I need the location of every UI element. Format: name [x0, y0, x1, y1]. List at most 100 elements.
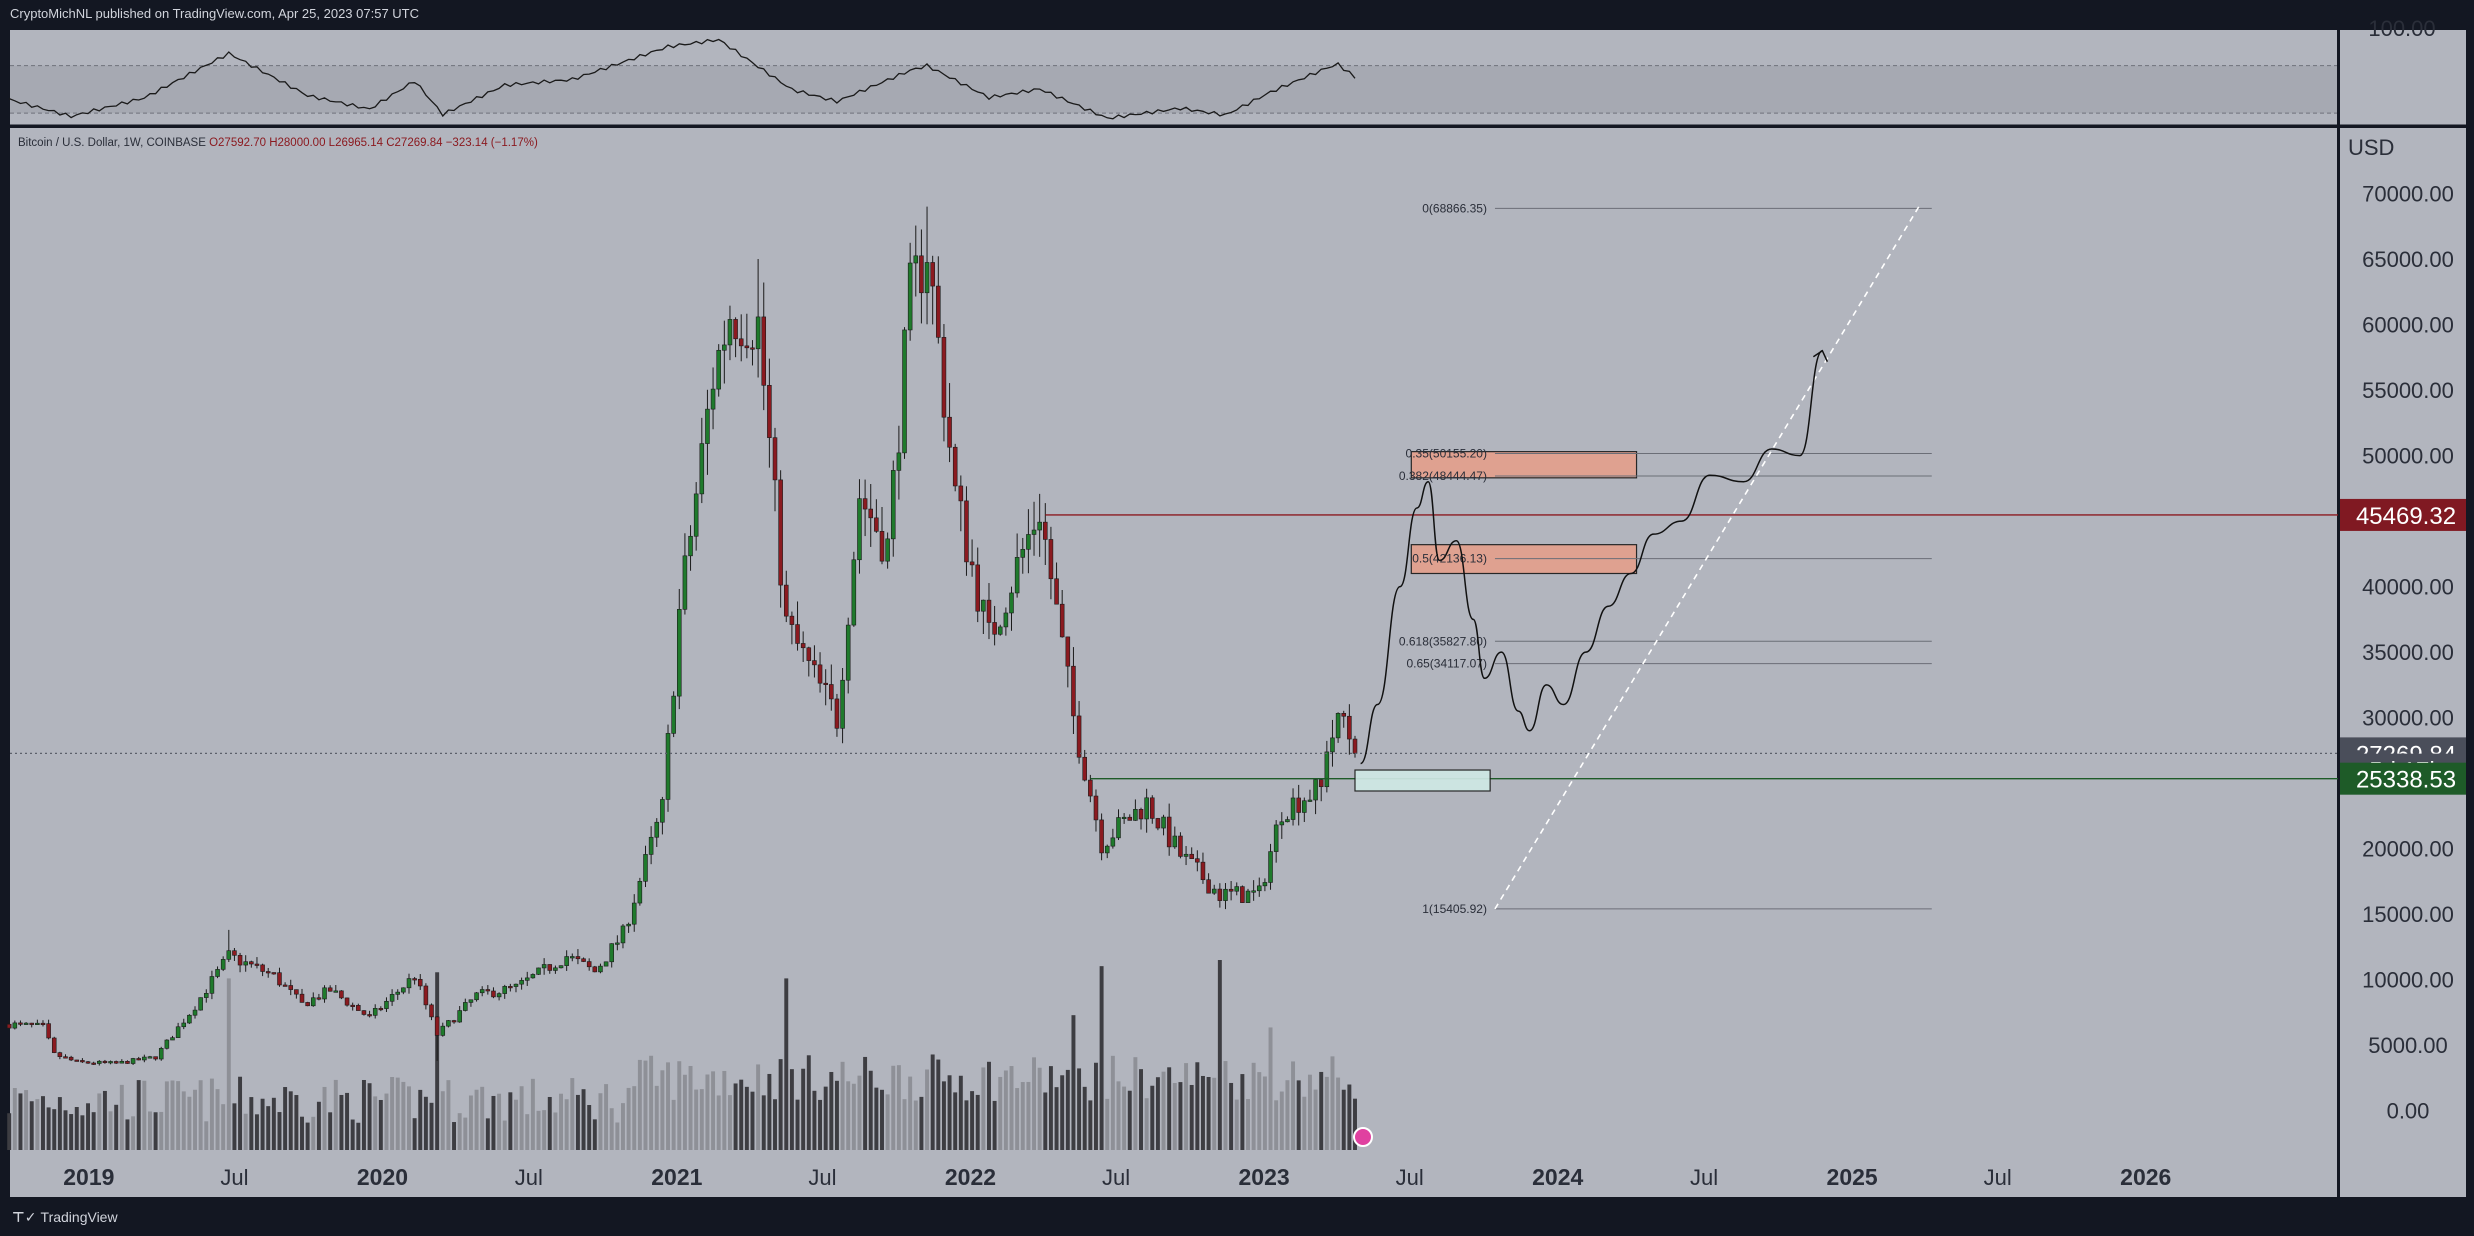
volume-bar [18, 1093, 23, 1150]
x-tick-label: 2019 [63, 1164, 114, 1190]
candle [1189, 853, 1194, 859]
candle [35, 1022, 40, 1025]
candle [1183, 853, 1189, 857]
volume-bar [671, 1099, 676, 1150]
volume-bar [1307, 1074, 1312, 1150]
volume-bar [514, 1099, 518, 1150]
x-tick-label: Jul [1102, 1165, 1130, 1190]
volume-bar [407, 1086, 411, 1150]
volume-bar [592, 1119, 597, 1150]
volume-bar [913, 1100, 918, 1150]
volume-bar [1127, 1090, 1132, 1150]
volume-bar [86, 1103, 90, 1150]
price-badge [2340, 762, 2466, 795]
volume-bar [1065, 1069, 1070, 1150]
candle [958, 485, 964, 502]
volume-bar [1324, 1076, 1329, 1150]
volume-bar [609, 1108, 614, 1150]
candle [1116, 817, 1121, 839]
volume-bar [981, 1067, 986, 1150]
candle [964, 500, 969, 563]
volume-bar [367, 1083, 372, 1150]
candle [136, 1058, 141, 1061]
y-tick-label: 65000.00 [2362, 247, 2454, 272]
candle [46, 1023, 51, 1039]
candle [1324, 751, 1330, 788]
candle [175, 1026, 181, 1038]
candle [1009, 592, 1014, 614]
volume-bar [80, 1115, 85, 1150]
volume-bar [1105, 1098, 1110, 1150]
footer-brand[interactable]: ⊤✓ TradingView [12, 1209, 118, 1226]
candle [992, 622, 997, 635]
fib-level-label: 0(68866.35) [1422, 201, 1487, 215]
candle [1318, 779, 1324, 788]
volume-bar [705, 1074, 710, 1150]
volume-bar [1032, 1057, 1037, 1150]
candle [1302, 800, 1307, 813]
volume-bar [1155, 1077, 1160, 1150]
volume-bar [789, 1069, 794, 1150]
volume-bar [727, 1095, 732, 1150]
volume-bar [857, 1075, 862, 1150]
oscillator-line [8, 38, 1356, 120]
volume-bar [1313, 1089, 1318, 1150]
x-tick-label: Jul [1984, 1165, 2012, 1190]
candle [660, 799, 665, 823]
legend-value: −323.14 (−1.17%) [446, 137, 538, 149]
candle [890, 470, 896, 540]
volume-bar [756, 1064, 761, 1150]
candle [1262, 882, 1268, 887]
candle [485, 989, 491, 992]
x-tick-label: 2022 [945, 1164, 996, 1190]
volume-bar [581, 1089, 586, 1150]
candle [913, 255, 919, 264]
candle [513, 983, 519, 987]
volume-bar [666, 1062, 670, 1150]
volume-bar [1341, 1089, 1346, 1150]
candle [6, 1023, 12, 1029]
volume-bar [283, 1087, 288, 1150]
volume-bar [1172, 1083, 1177, 1150]
volume-bar [221, 1104, 226, 1150]
candle [952, 446, 958, 487]
candle [1037, 521, 1042, 531]
candle [423, 985, 429, 1006]
volume-bar [936, 1059, 941, 1150]
upper-resistance-zone [1410, 451, 1638, 479]
candle [243, 961, 248, 966]
candle [1020, 548, 1026, 558]
candle [834, 698, 840, 729]
candle [29, 1022, 34, 1025]
volume-bar [1037, 1067, 1042, 1150]
candle [372, 1008, 378, 1016]
candle [902, 329, 907, 454]
volume-bar [1246, 1099, 1250, 1150]
candle [699, 443, 705, 495]
volume-bar [1234, 1099, 1239, 1150]
volume-bar [345, 1092, 350, 1150]
candle [733, 319, 738, 340]
candle [688, 535, 693, 557]
candle [1330, 737, 1335, 753]
volume-bar [7, 1113, 12, 1150]
candle [496, 993, 502, 998]
candle [254, 963, 260, 966]
volume-bar [739, 1079, 744, 1150]
volume-bar [249, 1097, 254, 1150]
volume-bar [626, 1087, 631, 1150]
candle [153, 1056, 158, 1060]
candle [795, 624, 800, 644]
candle [1352, 738, 1358, 754]
volume-bar [1200, 1075, 1205, 1150]
volume-bar [1268, 1027, 1273, 1150]
candle [868, 508, 874, 519]
candle [468, 999, 474, 1003]
candle [1138, 809, 1144, 820]
candle [817, 664, 823, 684]
volume-bar [1178, 1082, 1183, 1150]
fib-trend-line [1494, 206, 1920, 910]
volume-bar [1262, 1076, 1267, 1150]
volume-bar [660, 1070, 665, 1150]
